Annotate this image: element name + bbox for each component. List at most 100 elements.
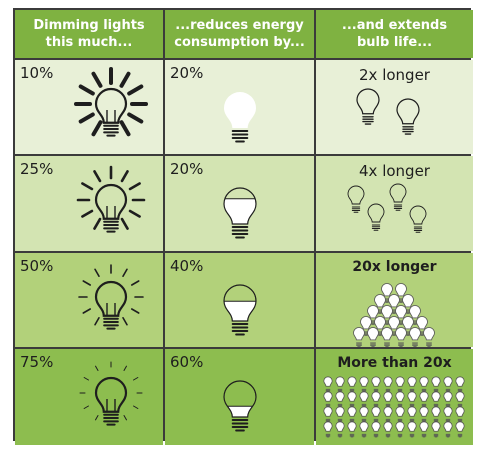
energy-value: 20%: [170, 64, 204, 82]
energy-cell-3: 40%: [165, 253, 314, 347]
energy-bulb-icon: [223, 380, 257, 432]
small-bulb-icon: [347, 421, 357, 438]
energy-cell-4: 60%: [165, 349, 314, 445]
bulb-outline: [94, 280, 128, 317]
light-ray: [95, 365, 99, 371]
light-ray: [133, 405, 139, 409]
light-ray: [119, 120, 131, 137]
small-bulb-icon: [347, 406, 357, 423]
small-bulb-icon: [395, 327, 407, 347]
light-ray: [94, 316, 100, 326]
light-ray: [130, 308, 140, 314]
small-bulb-icon: [455, 376, 465, 393]
light-ray: [93, 170, 102, 183]
small-bulb-icon: [367, 327, 379, 347]
energy-bulb-icon: [223, 187, 257, 239]
small-bulb-icon: [371, 391, 381, 408]
small-bulb-icon: [383, 376, 393, 393]
light-ray: [122, 268, 128, 278]
small-bulb-icon: [383, 391, 393, 408]
small-bulb-icon: [371, 406, 381, 423]
light-ray: [83, 405, 89, 409]
life-value: More than 20x: [337, 355, 452, 371]
small-bulb-icon: [383, 421, 393, 438]
life-cell-2: 4x longer: [316, 156, 473, 251]
small-bulb-icon: [423, 327, 435, 347]
bulb-outline: [94, 376, 128, 413]
energy-cell-1: 20%: [165, 60, 314, 154]
small-bulb-icon: [347, 391, 357, 408]
small-bulb-icon: [443, 406, 453, 423]
small-bulb-icon: [409, 327, 421, 347]
light-ray: [95, 415, 99, 421]
bulb-outline: [94, 183, 128, 220]
small-bulb-icon: [359, 376, 369, 393]
small-bulb-icon: [455, 406, 465, 423]
energy-bulb-icon: [224, 92, 256, 143]
light-ray: [123, 365, 127, 371]
small-bulb-icon-group: [356, 88, 420, 135]
small-bulb-icon: [407, 421, 417, 438]
dimming-value: 25%: [20, 160, 54, 178]
light-ray: [128, 209, 141, 218]
glowing-bulb-icon: [74, 67, 148, 137]
small-bulb-icon: [395, 376, 405, 393]
small-bulb-icon: [323, 376, 333, 393]
small-bulb-icon: [396, 98, 420, 135]
light-ray: [82, 280, 92, 286]
light-ray: [128, 182, 141, 191]
small-bulb-icon: [431, 391, 441, 408]
energy-cell-2: 20%: [165, 156, 314, 251]
glowing-bulb-icon: [79, 361, 143, 426]
header-dimming: Dimming lights this much...: [15, 10, 163, 58]
small-bulb-icon: [431, 421, 441, 438]
dimming-cell-4: 75%: [15, 349, 163, 445]
unlit-portion: [224, 188, 256, 199]
life-value: 20x longer: [352, 259, 437, 275]
small-bulb-icon: [443, 391, 453, 408]
light-ray: [81, 209, 94, 218]
small-bulb-icon: [381, 283, 393, 303]
small-bulb-icon-group: [323, 376, 465, 438]
dimming-cell-1: 10%: [15, 60, 163, 154]
glowing-bulb-icon: [76, 165, 146, 233]
energy-value: 40%: [170, 257, 204, 275]
dimming-value: 50%: [20, 257, 54, 275]
small-bulb-icon: [455, 391, 465, 408]
small-bulb-icon: [395, 406, 405, 423]
small-bulb-icon: [356, 88, 380, 125]
light-ray: [120, 170, 129, 183]
small-bulb-icon: [443, 421, 453, 438]
light-ray: [127, 84, 144, 96]
small-bulb-icon: [407, 376, 417, 393]
header-energy: ...reduces energy consumption by...: [165, 10, 314, 58]
small-bulb-icon: [431, 376, 441, 393]
small-bulb-icon: [359, 391, 369, 408]
small-bulb-icon: [347, 185, 365, 213]
small-bulb-icon: [353, 327, 365, 347]
life-value: 4x longer: [359, 162, 430, 180]
glowing-bulb-icon: [76, 165, 146, 233]
light-ray: [91, 120, 103, 137]
light-ray: [78, 112, 95, 124]
unlit-portion: [224, 381, 256, 407]
small-bulb-icon: [381, 327, 393, 347]
small-bulb-icon: [335, 406, 345, 423]
small-bulb-icon: [419, 406, 429, 423]
light-ray: [119, 71, 131, 88]
small-bulb-icon: [388, 316, 400, 336]
small-bulb-icon-group: [347, 183, 427, 233]
small-bulb-icon: [371, 421, 381, 438]
light-ray: [122, 316, 128, 326]
life-cell-4: More than 20x: [316, 349, 473, 445]
small-bulb-icon: [367, 203, 385, 231]
small-bulb-icon: [407, 391, 417, 408]
small-bulb-icon: [323, 391, 333, 408]
dimming-cell-3: 50%: [15, 253, 163, 347]
energy-value: 60%: [170, 353, 204, 371]
dimming-value: 10%: [20, 64, 54, 82]
light-ray: [120, 217, 129, 230]
energy-bulb-icon: [223, 284, 257, 336]
light-ray: [78, 84, 95, 96]
light-ray: [93, 217, 102, 230]
